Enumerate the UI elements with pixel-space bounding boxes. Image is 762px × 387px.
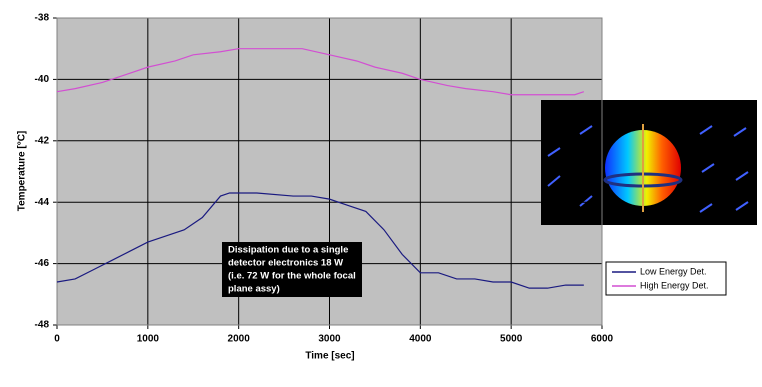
series-line (56, 192, 584, 289)
inset-image (541, 100, 757, 225)
legend (605, 261, 727, 296)
annotation-text: plane assy) (228, 284, 280, 295)
x-tick-label: 2000 (228, 334, 251, 345)
x-tick-label: 6000 (591, 334, 614, 345)
x-tick-label: 1000 (137, 334, 160, 345)
x-axis-title: Time [sec] (305, 351, 354, 362)
y-tick-label: -40 (35, 74, 50, 85)
annotation-text: detector electronics 18 W (228, 258, 343, 269)
y-axis-title: Temperature [°C] (17, 131, 28, 212)
x-tick-label: 0 (54, 334, 60, 345)
satellites (547, 125, 749, 213)
y-tick-label: -44 (35, 197, 50, 208)
x-tick-label: 3000 (318, 334, 341, 345)
annotation-text: Dissipation due to a single (228, 245, 348, 256)
y-tick-label: -46 (35, 258, 50, 269)
x-tick-label: 4000 (409, 334, 432, 345)
plot-border (56, 17, 603, 326)
y-tick-label: -48 (35, 320, 50, 331)
y-tick-label: -42 (35, 135, 50, 146)
legend-label: High Energy Det. (640, 280, 709, 290)
annotation-box (222, 242, 362, 297)
series-line (56, 48, 585, 96)
y-tick-label: -38 (35, 13, 50, 24)
annotation-text: (i.e. 72 W for the whole focal (228, 271, 356, 282)
legend-label: Low Energy Det. (640, 266, 707, 276)
x-tick-label: 5000 (500, 334, 523, 345)
